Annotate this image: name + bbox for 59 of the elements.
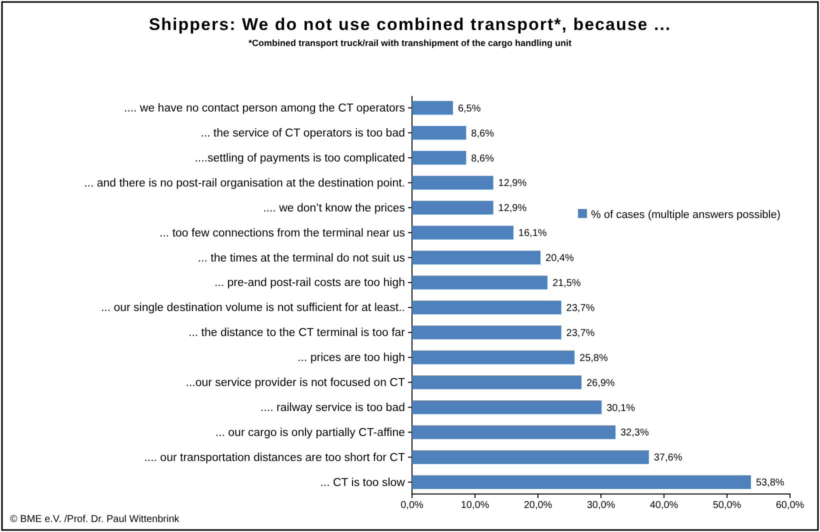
bar xyxy=(412,200,494,215)
data-label: 12,9% xyxy=(498,178,527,190)
x-tick-label: 50,0% xyxy=(712,500,742,512)
y-tick-label: ... pre-and post-rail costs are too high xyxy=(214,277,405,290)
data-label: 16,1% xyxy=(518,228,547,240)
x-tick-label: 60,0% xyxy=(776,500,804,512)
y-tick-label: ...our service provider is not focused on CT xyxy=(186,377,405,390)
data-label: 12,9% xyxy=(498,203,527,214)
bar xyxy=(412,226,514,240)
bar xyxy=(412,326,562,340)
x-tick-label: 0,0% xyxy=(400,500,424,512)
data-label: 21,5% xyxy=(552,278,581,290)
y-tick-label: ... and there is no post-rail organisation at the destination point. xyxy=(84,177,405,190)
data-label: 23,7% xyxy=(566,302,595,314)
bar xyxy=(412,176,494,190)
data-label: 37,6% xyxy=(654,452,682,464)
y-tick-label: .... we don’t know the prices xyxy=(263,202,406,214)
y-tick-label: .... our transportation distances are too short for CT xyxy=(144,452,405,464)
data-label: 8,6% xyxy=(471,153,494,164)
data-label: 6,5% xyxy=(458,103,481,114)
chart-title: Shippers: We do not use combined transport*, because ... xyxy=(148,15,672,34)
bar xyxy=(412,150,466,165)
bar xyxy=(412,400,602,414)
bar xyxy=(412,250,541,264)
data-label: 53,8% xyxy=(756,478,784,489)
y-tick-label: ....settling of payments is too complicated xyxy=(194,152,405,164)
legend-label: % of cases (multiple answers possible) xyxy=(591,208,781,221)
bar xyxy=(412,300,562,314)
y-tick-label: .... railway service is too bad xyxy=(260,402,405,414)
data-label: 8,6% xyxy=(471,128,494,140)
bar xyxy=(412,450,649,464)
y-tick-label: ... the times at the terminal do not suit us xyxy=(198,252,406,264)
bar xyxy=(412,276,548,290)
y-tick-label: ... our cargo is only partially CT-affine xyxy=(215,426,405,439)
data-label: 32,3% xyxy=(620,428,649,439)
chart-subtitle: *Combined transport truck/rail with transhipment of the cargo handling unit xyxy=(248,38,572,48)
x-tick-label: 10,0% xyxy=(460,500,490,512)
data-label: 20,4% xyxy=(546,253,574,264)
y-tick-label: ... the service of CT operators is too bad xyxy=(200,127,405,140)
bar xyxy=(412,100,453,115)
y-tick-label: ... the distance to the CT terminal is too far xyxy=(188,327,406,340)
x-tick-label: 30,0% xyxy=(586,500,616,512)
bar xyxy=(412,126,466,140)
text: © BME e.V. /Prof. Dr. Paul Wittenbrink xyxy=(10,514,180,525)
y-tick-label: ... prices are too high xyxy=(298,352,405,364)
bar xyxy=(412,350,575,364)
y-tick-label: ... our single destination volume is not sufficient for at least.. xyxy=(100,302,405,314)
data-label: 25,8% xyxy=(580,352,608,364)
data-label: 26,9% xyxy=(586,378,615,389)
x-tick-label: 20,0% xyxy=(524,500,552,512)
y-tick-label: .... we have no contact person among the CT operators xyxy=(124,102,406,115)
y-tick-label: ... too few connections from the terminal near us xyxy=(160,227,406,240)
y-tick-label: ... CT is too slow xyxy=(320,476,406,489)
bar xyxy=(412,375,582,390)
data-label: 30,1% xyxy=(606,402,636,414)
data-label: 23,7% xyxy=(566,328,595,339)
x-tick-label: 40,0% xyxy=(650,500,678,512)
bar xyxy=(412,475,751,490)
bar xyxy=(412,425,616,440)
